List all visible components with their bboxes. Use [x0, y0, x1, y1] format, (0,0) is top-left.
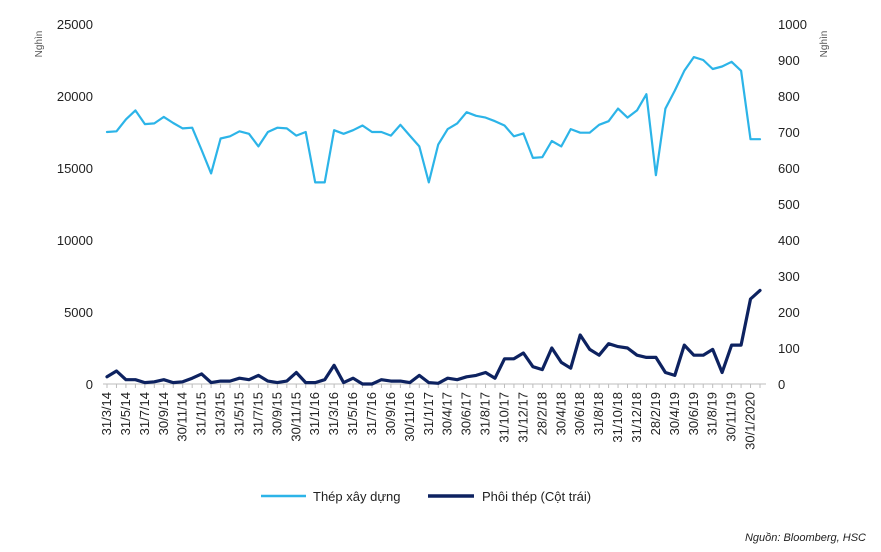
series-layer — [105, 55, 762, 386]
right-tick-label: 200 — [778, 305, 800, 320]
x-tick-label: 31/1/15 — [194, 392, 209, 435]
right-tick-label: 800 — [778, 89, 800, 104]
right-axis-ticks: 0 100 200 300 400 500 600 700 800 900 1000 — [778, 17, 807, 392]
x-tick-label: 30/9/16 — [383, 392, 398, 435]
x-tick-label: 30/9/15 — [269, 392, 284, 435]
x-tick-label: 31/7/15 — [250, 392, 265, 435]
left-tick-label: 0 — [86, 377, 93, 392]
x-tick-label: 31/1/17 — [421, 392, 436, 435]
x-tick-label: 30/1/2020 — [743, 392, 758, 450]
right-tick-label: 500 — [778, 197, 800, 212]
right-tick-label: 900 — [778, 53, 800, 68]
x-tick-label: 30/6/19 — [686, 392, 701, 435]
left-tick-label: 10000 — [57, 233, 93, 248]
x-tick-label: 30/11/16 — [402, 392, 417, 442]
x-tick-label: 30/11/14 — [175, 392, 190, 442]
x-tick-label: 31/3/16 — [326, 392, 341, 435]
x-tick-label: 31/1/16 — [307, 392, 322, 435]
x-tick-label: 31/3/15 — [213, 392, 228, 435]
series-line-phoi-thep — [105, 288, 762, 386]
x-tick-label: 30/6/18 — [572, 392, 587, 435]
left-axis-ticks: 0 5000 10000 15000 20000 25000 — [57, 17, 93, 392]
x-tick-label: 31/12/17 — [515, 392, 530, 443]
right-axis-unit: Nghìn — [819, 31, 830, 58]
x-tick-label: 31/12/18 — [629, 392, 644, 443]
right-tick-label: 600 — [778, 161, 800, 176]
x-tick-label: 31/3/14 — [99, 392, 114, 435]
x-tick-label: 30/4/18 — [553, 392, 568, 435]
x-tick-label: 30/6/17 — [459, 392, 474, 435]
x-tick-label: 30/9/14 — [156, 392, 171, 435]
x-tick-label: 28/2/19 — [648, 392, 663, 435]
x-tick-label: 31/5/15 — [231, 392, 246, 435]
x-tick-label: 31/10/17 — [496, 392, 511, 443]
left-tick-label: 5000 — [64, 305, 93, 320]
x-tick-label: 31/7/16 — [364, 392, 379, 435]
right-tick-label: 0 — [778, 377, 785, 392]
left-tick-label: 25000 — [57, 17, 93, 32]
right-tick-label: 300 — [778, 269, 800, 284]
x-tick-label: 31/10/18 — [610, 392, 625, 443]
source-note: Nguồn: Bloomberg, HSC — [745, 532, 866, 544]
legend-label-phoi-thep: Phôi thép (Cột trái) — [482, 489, 591, 504]
x-tick-label: 31/8/18 — [591, 392, 606, 435]
left-axis-unit: Nghìn — [34, 31, 45, 58]
legend-label-thep-xay-dung: Thép xây dựng — [313, 489, 400, 504]
right-tick-label: 1000 — [778, 17, 807, 32]
x-tick-label: 31/5/16 — [345, 392, 360, 435]
legend: Thép xây dựng Phôi thép (Cột trái) — [261, 489, 591, 504]
right-tick-label: 100 — [778, 341, 800, 356]
series-line-thep-xay-dung — [105, 55, 762, 184]
x-tick-label: 30/4/19 — [667, 392, 682, 435]
x-tick-label: 30/4/17 — [440, 392, 455, 435]
x-tick-label: 31/5/14 — [118, 392, 133, 435]
x-axis-ticks: 31/3/14 31/5/14 31/7/14 30/9/14 30/11/14 31/1… — [99, 384, 761, 450]
left-tick-label: 20000 — [57, 89, 93, 104]
x-tick-label: 30/11/15 — [288, 392, 303, 442]
left-tick-label: 15000 — [57, 161, 93, 176]
right-tick-label: 700 — [778, 125, 800, 140]
x-tick-label: 30/11/19 — [724, 392, 739, 442]
right-tick-label: 400 — [778, 233, 800, 248]
x-tick-label: 31/8/17 — [478, 392, 493, 435]
x-tick-label: 28/2/18 — [534, 392, 549, 435]
x-tick-label: 31/7/14 — [137, 392, 152, 435]
x-tick-label: 31/8/19 — [705, 392, 720, 435]
